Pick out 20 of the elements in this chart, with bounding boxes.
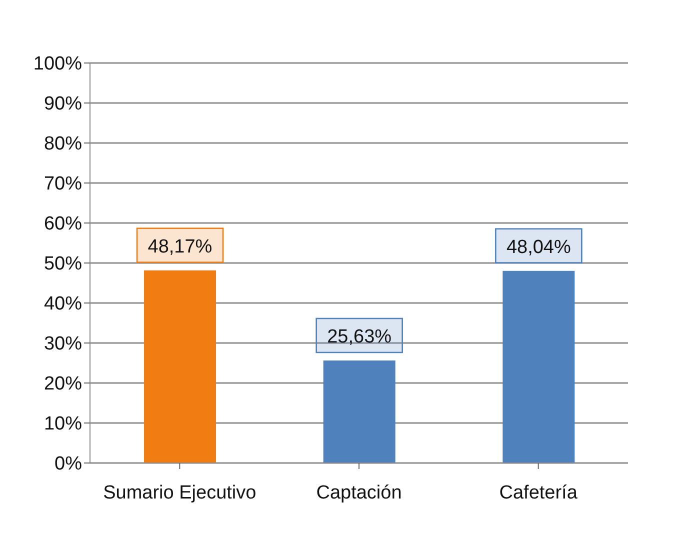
y-tick-label: 100% bbox=[33, 54, 82, 75]
x-tick-label: Captación bbox=[316, 482, 402, 504]
y-tick-label: 20% bbox=[44, 374, 82, 395]
bar bbox=[502, 270, 575, 463]
y-tick-label: 30% bbox=[44, 334, 82, 355]
data-label: 48,17% bbox=[148, 236, 212, 258]
y-tick-label: 80% bbox=[44, 134, 82, 155]
y-tick-label: 70% bbox=[44, 174, 82, 195]
data-label: 48,04% bbox=[506, 236, 571, 258]
y-tick-label: 60% bbox=[44, 214, 82, 235]
bar bbox=[144, 270, 216, 463]
y-tick-label: 0% bbox=[54, 454, 82, 475]
y-tick-label: 40% bbox=[44, 294, 82, 315]
y-tick-label: 10% bbox=[44, 414, 82, 435]
bar bbox=[323, 360, 396, 463]
x-tick-label: Cafetería bbox=[499, 482, 578, 504]
x-tick-label: Sumario Ejecutivo bbox=[103, 482, 256, 504]
data-label: 25,63% bbox=[327, 326, 392, 348]
y-tick-label: 90% bbox=[44, 94, 82, 115]
y-tick-label: 50% bbox=[44, 254, 82, 275]
